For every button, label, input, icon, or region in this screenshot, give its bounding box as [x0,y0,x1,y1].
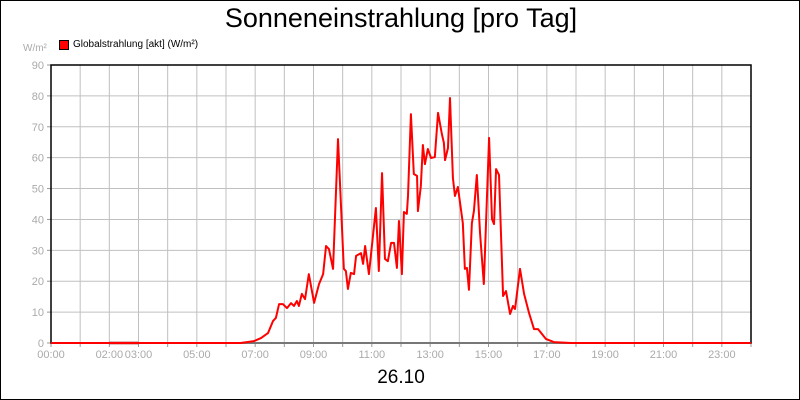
x-tick-label: 23:00 [708,349,736,361]
x-tick-label: 13:00 [416,349,444,361]
chart-title: Sonneneinstrahlung [pro Tag] [224,3,578,33]
legend-swatch [59,39,69,50]
y-tick-label: 30 [32,245,44,257]
x-tick-label: 03:00 [125,349,153,361]
legend-label: Globalstrahlung [akt] (W/m²) [73,39,199,50]
x-tick-label: 17:00 [533,349,561,361]
x-tick-label: 19:00 [591,349,619,361]
legend: Globalstrahlung [akt] (W/m²) [59,39,198,50]
y-tick-label: 0 [38,338,44,350]
x-tick-label: 21:00 [650,349,678,361]
y-tick-label: 70 [32,122,44,134]
x-tick-label: 00:00 [37,349,65,361]
y-tick-label: 80 [32,91,44,103]
y-tick-label: 10 [32,307,44,319]
x-tick-label: 09:00 [300,349,328,361]
x-tick-label: 11:00 [358,349,385,361]
y-tick-label: 40 [32,214,44,226]
x-tick-label: 05:00 [183,349,211,361]
x-tick-label: 15:00 [475,349,503,361]
x-tick-label: 07:00 [241,349,269,361]
x-tick-label: 02:00 [96,349,124,361]
x-axis-label: 26.10 [377,367,425,388]
y-axis-label: W/m² [23,43,47,54]
y-tick-label: 20 [32,276,44,288]
y-tick-label: 90 [32,60,44,72]
series-line [51,97,751,344]
y-tick-label: 50 [32,184,44,196]
y-tick-label: 60 [32,153,44,165]
